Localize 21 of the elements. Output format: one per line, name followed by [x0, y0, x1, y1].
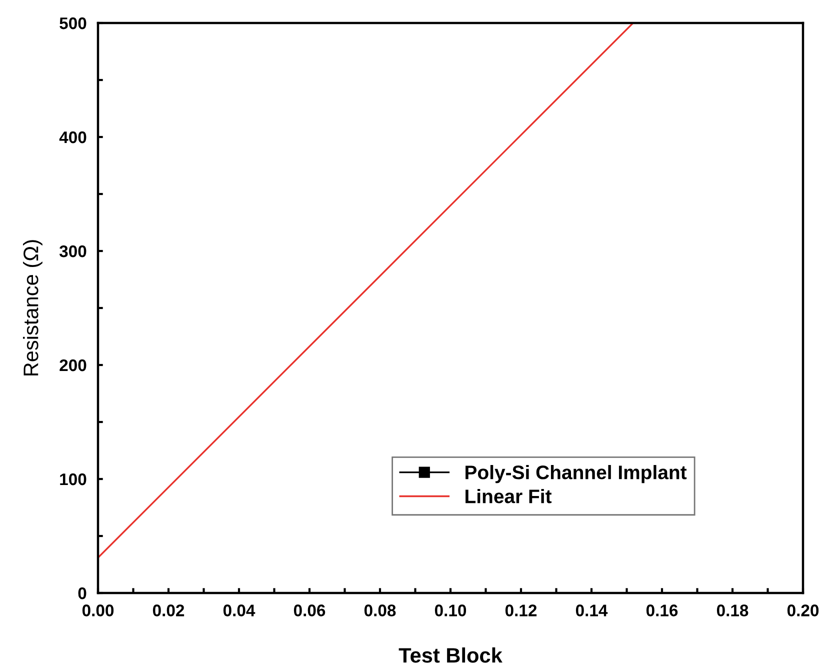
x-tick-label: 0.02: [152, 604, 184, 616]
x-tick-label: 0.04: [223, 604, 256, 616]
y-tick-label: 100: [60, 473, 86, 486]
x-axis-title: Test Block: [398, 647, 502, 663]
y-tick-label: 200: [60, 359, 86, 372]
x-tick-label: 0.08: [364, 604, 396, 616]
x-tick-label: 0.20: [787, 604, 819, 616]
y-tick-label: 300: [59, 245, 86, 258]
y-axis-title: Resistance (Ω): [22, 240, 42, 376]
y-tick-label: 0: [78, 587, 86, 600]
x-tick-label: 0.00: [82, 604, 114, 616]
legend-label: Poly-Si Channel Implant: [466, 465, 687, 484]
x-tick-label: 0.16: [646, 604, 678, 616]
x-tick-label: 0.14: [576, 604, 608, 616]
y-tick-label: 500: [60, 17, 86, 30]
x-tick-label: 0.12: [505, 604, 537, 616]
x-tick-label: 0.10: [434, 604, 466, 616]
legend-label: Linear Fit: [466, 488, 552, 504]
x-tick-label: 0.18: [716, 604, 748, 616]
x-tick-label: 0.06: [294, 604, 326, 616]
y-tick-label: 400: [59, 131, 86, 144]
